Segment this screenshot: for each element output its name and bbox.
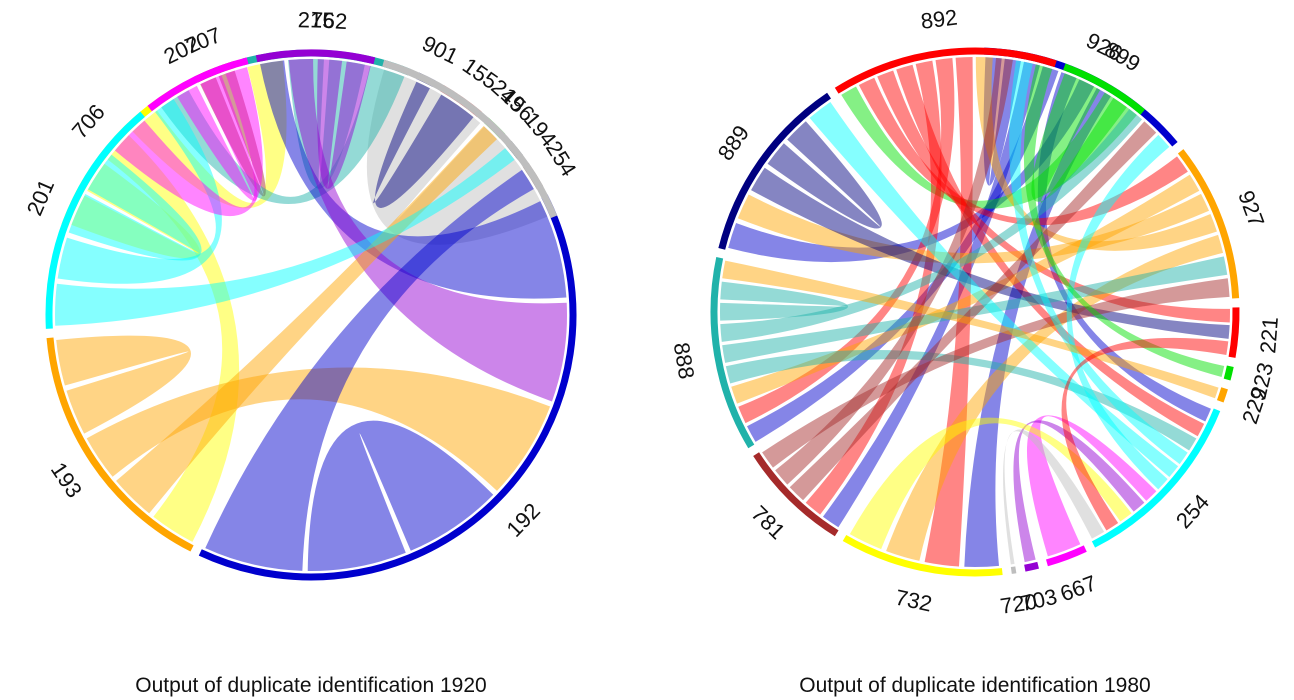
segment-arc-720 [1010,566,1017,574]
segment-arc-732 [842,534,1003,577]
segment-arc-899 [1063,63,1146,115]
chord-892-732 [924,57,973,567]
chord-706-193 [107,135,240,542]
segment-arc-201 [45,111,145,329]
chord-707-707 [200,70,266,197]
chord-diagram-1980: 9269272212232292546677037207327818888898… [669,5,1283,697]
segment-arc-703 [1024,561,1039,572]
chord-781-926 [789,121,1157,501]
segment-arc-193 [46,337,194,552]
chord-194-201 [54,148,515,326]
segment-arc-888 [710,257,755,449]
chord-202-202 [177,75,258,201]
chords-1920 [54,59,568,572]
chord-927-888 [731,174,1200,404]
chord-193-193 [56,335,191,434]
chord-703-254 [1013,420,1145,563]
segment-arc-254 [1091,408,1221,548]
segment-label-229: 229 [1237,384,1272,427]
chord-diagram-1920: 7067077629011551561942541921932012022152… [22,7,582,697]
segment-label-901: 901 [418,31,462,70]
chord-926-732 [964,87,1111,568]
chord-926-889 [728,79,1095,263]
chord-254-889 [809,102,1179,478]
segment-arc-192 [198,194,577,581]
arcs-1980 [710,47,1240,577]
chord-254-192 [205,169,534,571]
chord-215-192 [260,60,567,299]
chord-926-254 [1037,72,1211,422]
segment-arc-202 [147,57,249,112]
chord-706-762 [132,60,287,209]
chord-223-892 [1023,64,1225,377]
segment-label-889: 889 [713,121,755,165]
chord-193-192 [86,367,551,491]
segment-label-201: 201 [22,176,60,220]
chord-899-926 [1031,73,1127,203]
chord-202-201 [114,67,263,217]
chord-254-892 [1009,60,1188,465]
segment-label-192: 192 [501,498,544,542]
segment-arc-215 [255,49,376,65]
segment-arc-221 [1228,307,1240,358]
chord-706-706 [71,163,201,259]
segment-label-892: 892 [919,5,958,34]
chord-215-192 [288,59,568,402]
chord-192-192 [307,420,494,572]
segment-label-781: 781 [746,501,790,545]
chord-926-781 [822,61,1040,528]
segment-arc-229 [1216,387,1228,403]
caption-1980: Output of duplicate identification 1980 [799,674,1150,697]
chord-888-927 [722,256,1228,363]
arcs-1920 [45,49,577,581]
chord-193-156 [116,125,498,514]
chord-667-254 [1026,415,1157,557]
chord-781-927 [762,278,1230,468]
segment-label-927: 927 [1233,187,1269,230]
chord-927-889 [737,193,1210,264]
segment-label-732: 732 [893,585,934,617]
segment-arc-927 [1177,149,1240,299]
chord-889-221 [751,167,1230,339]
segment-label-720: 720 [999,589,1039,619]
chord-732-254 [849,417,1132,550]
chord-888-254 [725,349,1197,451]
chords-1980 [720,57,1230,568]
chord-229-888 [722,260,1219,399]
chord-899-892 [841,86,1137,209]
caption-1920: Output of duplicate identification 1920 [135,674,486,697]
chord-889-889 [767,121,882,229]
segment-arc-249 [382,59,558,219]
chord-762-762 [288,59,365,189]
segment-arc-667 [1045,545,1087,567]
segment-arc-781 [753,452,839,537]
chord-720-254 [1003,429,1105,565]
segment-label-215: 215 [298,7,335,33]
segment-label-193: 193 [46,458,87,502]
chord-201-201 [68,154,202,261]
chord-927-732 [886,234,1224,561]
chord-892-888 [738,58,955,424]
segment-arc-889 [718,92,832,250]
segment-label-221: 221 [1255,316,1283,355]
chord-254-926 [1066,134,1170,490]
chord-201-202 [57,99,222,284]
chord-926-926 [983,57,1021,186]
chord-892-781 [805,60,942,515]
segment-arc-892 [834,47,1057,94]
segment-label-254: 254 [1171,489,1214,533]
chord-888-888 [720,281,848,321]
segment-label-762: 762 [310,7,348,34]
chord-901-155 [373,81,474,208]
segment-label-888: 888 [669,341,700,381]
chord-762-706 [161,65,405,205]
chord-892-927 [858,77,1188,226]
chord-249-249 [366,69,548,245]
chord-215-215 [317,59,371,189]
segment-arc-223 [1223,365,1234,381]
segment-label-667: 667 [1057,570,1100,606]
chord-927-892 [975,57,1217,251]
segment-label-706: 706 [67,99,110,143]
